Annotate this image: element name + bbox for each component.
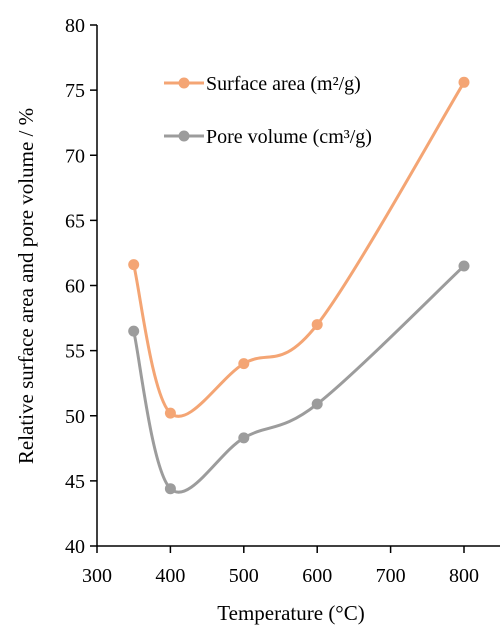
y-tick-label: 65 [65,210,85,232]
data-point [128,325,140,337]
x-tick-label: 600 [302,565,332,587]
y-tick-label: 75 [65,80,85,102]
axes [96,25,500,547]
series-layer [128,76,470,495]
data-point [238,358,250,370]
data-point [238,432,250,444]
x-ticks: 300 400 500 600 700 800 [82,546,479,587]
data-point [164,407,176,419]
x-tick-label: 500 [229,565,259,587]
data-point [164,483,176,495]
y-tick-label: 50 [65,406,85,428]
series-2 [128,260,470,495]
legend-label: Surface area (m²/g) [206,73,361,95]
legend-label: Pore volume (cm³/g) [206,126,372,148]
series-1 [128,76,470,419]
legend-item: Surface area (m²/g) [164,73,361,95]
data-point [458,260,470,272]
legend-item: Pore volume (cm³/g) [164,126,372,148]
data-point [128,259,140,271]
x-axis-title: Temperature (°C) [217,601,364,625]
y-ticks: 40 45 50 55 60 65 70 75 80 [65,15,97,558]
y-tick-label: 45 [65,471,85,493]
data-point [311,398,323,410]
x-tick-label: 800 [449,565,479,587]
data-point [311,319,323,331]
y-tick-label: 70 [65,145,85,167]
y-tick-label: 60 [65,276,85,298]
y-tick-label: 40 [65,536,85,558]
series-line [132,264,466,494]
x-tick-label: 300 [82,565,112,587]
legend-marker [178,77,190,89]
legend-marker [178,130,190,142]
series-line [132,81,466,418]
legend: Surface area (m²/g) Pore volume (cm³/g) [164,73,372,148]
x-tick-label: 700 [376,565,406,587]
x-tick-label: 400 [155,565,185,587]
y-axis-title: Relative surface area and pore volume / … [14,108,38,464]
data-point [458,76,470,88]
y-tick-label: 80 [65,15,85,37]
y-tick-label: 55 [65,341,85,363]
